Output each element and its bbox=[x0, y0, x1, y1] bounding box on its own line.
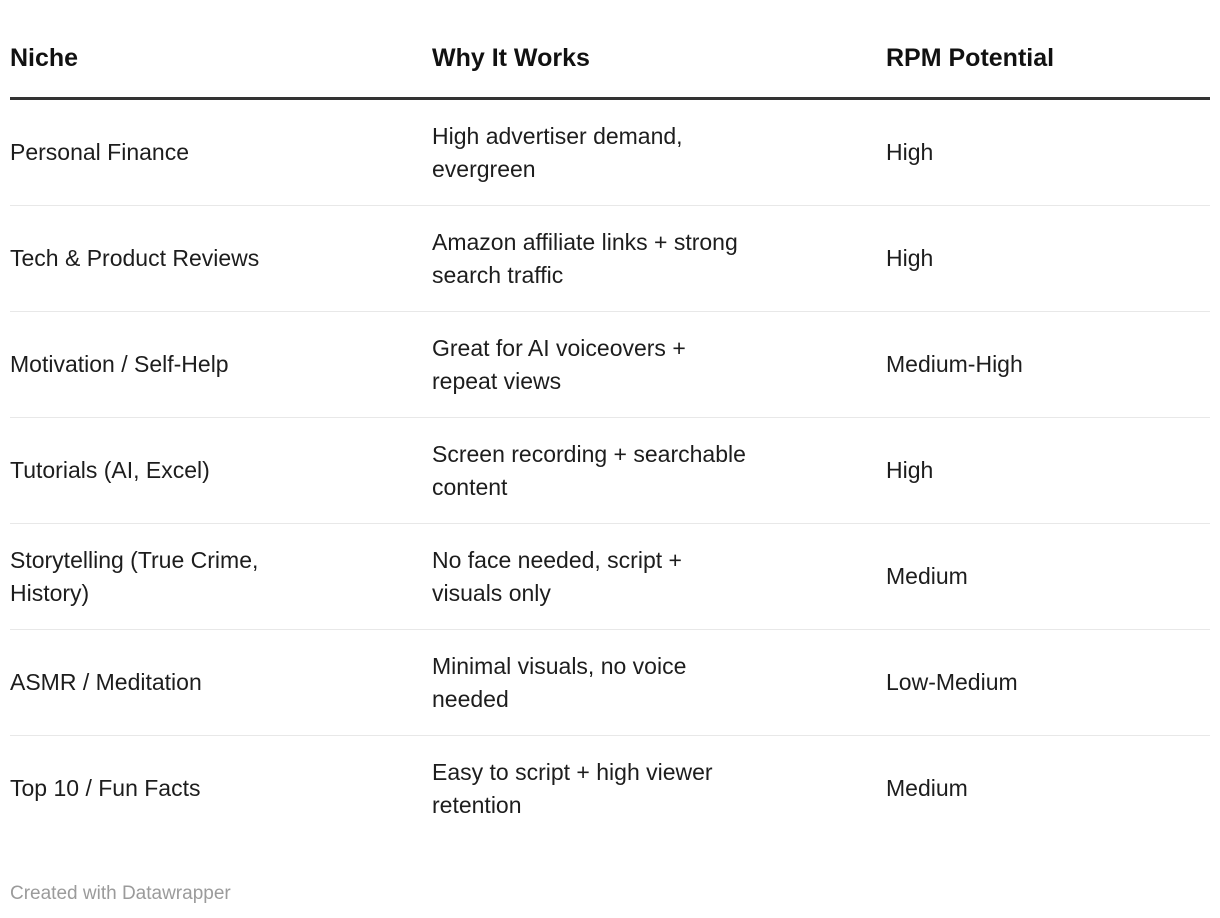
cell-why-it-works: Minimal visuals, no voice needed bbox=[432, 629, 886, 736]
table-row: ASMR / Meditation Minimal visuals, no vo… bbox=[10, 629, 1210, 736]
footer-attribution: Created with Datawrapper bbox=[0, 883, 1220, 905]
datawrapper-table-visualization: Niche Why It Works RPM Potential Persona… bbox=[10, 44, 1210, 841]
datawrapper-attribution-link[interactable]: Created with Datawrapper bbox=[10, 883, 231, 904]
cell-niche: ASMR / Meditation bbox=[10, 629, 432, 736]
table-row: Storytelling (True Crime, History) No fa… bbox=[10, 523, 1210, 630]
table-header-row: Niche Why It Works RPM Potential bbox=[10, 44, 1210, 100]
niche-rpm-table: Niche Why It Works RPM Potential Persona… bbox=[10, 44, 1210, 841]
cell-niche: Motivation / Self-Help bbox=[10, 311, 432, 418]
table-row: Tutorials (AI, Excel) Screen recording +… bbox=[10, 417, 1210, 524]
cell-rpm-potential: High bbox=[886, 417, 1210, 524]
cell-rpm-potential: Medium bbox=[886, 523, 1210, 630]
cell-niche: Tutorials (AI, Excel) bbox=[10, 417, 432, 524]
table-row: Top 10 / Fun Facts Easy to script + high… bbox=[10, 736, 1210, 842]
cell-rpm-potential: High bbox=[886, 98, 1210, 206]
column-header-rpm-potential: RPM Potential bbox=[886, 44, 1210, 100]
cell-why-it-works: Great for AI voiceovers + repeat views bbox=[432, 311, 886, 418]
table-row: Personal Finance High advertiser demand,… bbox=[10, 98, 1210, 206]
cell-why-it-works: Screen recording + searchable content bbox=[432, 417, 886, 524]
cell-why-it-works: No face needed, script + visuals only bbox=[432, 523, 886, 630]
cell-niche: Personal Finance bbox=[10, 98, 432, 206]
table-row: Tech & Product Reviews Amazon affiliate … bbox=[10, 205, 1210, 312]
table-row: Motivation / Self-Help Great for AI voic… bbox=[10, 311, 1210, 418]
column-header-why-it-works: Why It Works bbox=[432, 44, 886, 100]
column-header-niche: Niche bbox=[10, 44, 432, 100]
cell-niche: Storytelling (True Crime, History) bbox=[10, 523, 432, 630]
cell-rpm-potential: Medium bbox=[886, 775, 968, 801]
cell-rpm-potential: High bbox=[886, 205, 1210, 312]
cell-why-it-works: Amazon affiliate links + strong search t… bbox=[432, 205, 886, 312]
cell-niche: Tech & Product Reviews bbox=[10, 205, 432, 312]
cell-why-it-works: High advertiser demand, evergreen bbox=[432, 98, 886, 206]
cell-why-it-works: Easy to script + high viewer retention bbox=[432, 758, 713, 818]
cell-rpm-potential: Low-Medium bbox=[886, 629, 1210, 736]
cell-niche: Top 10 / Fun Facts bbox=[10, 775, 201, 801]
cell-rpm-potential: Medium-High bbox=[886, 311, 1210, 418]
